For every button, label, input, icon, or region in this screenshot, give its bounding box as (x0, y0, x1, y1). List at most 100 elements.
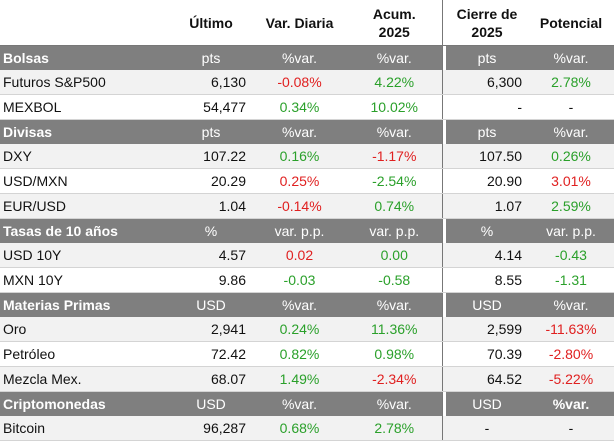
cell-potencial: 0.26% (528, 144, 614, 169)
cell-acum: 11.36% (347, 317, 442, 342)
cell-cierre: - (446, 94, 528, 120)
cell-var-diaria: -0.03 (252, 267, 347, 293)
cell-var-diaria: 0.34% (252, 94, 347, 120)
cell-ultimo: 9.86 (170, 267, 252, 293)
header-acum: Acum. 2025 (347, 0, 442, 46)
cell-potencial: - (528, 416, 614, 441)
table-row: EUR/USD 1.04 -0.14% 0.74% 1.07 2.59% (0, 193, 614, 219)
cell-ultimo: 54,477 (170, 94, 252, 120)
row-name: EUR/USD (0, 193, 170, 219)
section-materias-primas: Materias Primas USD %var. %var. USD %var… (0, 292, 614, 317)
unit-var-diaria: %var. (252, 119, 347, 144)
cell-var-diaria: 0.25% (252, 168, 347, 194)
header-cierre-line1: Cierre de (456, 5, 518, 22)
cell-potencial: -5.22% (528, 366, 614, 392)
cell-cierre: 107.50 (446, 144, 528, 169)
cell-acum: -2.54% (347, 168, 442, 194)
unit-potencial: %var. (528, 45, 614, 70)
section-label: Criptomonedas (0, 391, 170, 416)
unit-cierre: pts (446, 45, 528, 70)
header-acum-line2: 2025 (378, 23, 410, 40)
row-name: Mezcla Mex. (0, 366, 170, 392)
cell-ultimo: 6,130 (170, 70, 252, 95)
cell-potencial: 2.78% (528, 70, 614, 95)
header-var-diaria: Var. Diaria (252, 0, 347, 46)
section-divisas: Divisas pts %var. %var. pts %var. (0, 119, 614, 144)
row-name: Oro (0, 317, 170, 342)
unit-var-diaria: %var. (252, 292, 347, 317)
cell-var-diaria: 0.68% (252, 416, 347, 441)
unit-potencial: %var. (528, 391, 614, 416)
cell-potencial: 3.01% (528, 168, 614, 194)
header-potencial: Potencial (528, 0, 614, 46)
cell-acum: -0.58 (347, 267, 442, 293)
table-row: Bitcoin 96,287 0.68% 2.78% - - (0, 416, 614, 441)
cell-acum: 0.98% (347, 341, 442, 367)
cell-cierre: 4.14 (446, 243, 528, 268)
row-name: Petróleo (0, 341, 170, 367)
table-row: Petróleo 72.42 0.82% 0.98% 70.39 -2.80% (0, 341, 614, 367)
row-name: USD/MXN (0, 168, 170, 194)
section-criptomonedas: Criptomonedas USD %var. %var. USD %var. (0, 391, 614, 416)
table-row: Futuros S&P500 6,130 -0.08% 4.22% 6,300 … (0, 70, 614, 95)
row-name: MEXBOL (0, 94, 170, 120)
section-label: Divisas (0, 119, 170, 144)
row-name: DXY (0, 144, 170, 169)
section-label: Materias Primas (0, 292, 170, 317)
cell-acum: 4.22% (347, 70, 442, 95)
cell-cierre: 8.55 (446, 267, 528, 293)
row-name: Futuros S&P500 (0, 70, 170, 95)
cell-potencial: -1.31 (528, 267, 614, 293)
cell-potencial: -0.43 (528, 243, 614, 268)
cell-cierre: 6,300 (446, 70, 528, 95)
cell-ultimo: 72.42 (170, 341, 252, 367)
section-label: Tasas de 10 años (0, 218, 170, 243)
unit-potencial: %var. (528, 292, 614, 317)
header-row: Último Var. Diaria Acum. 2025 Cierre de 20… (0, 0, 614, 46)
cell-ultimo: 107.22 (170, 144, 252, 169)
cell-cierre: 1.07 (446, 193, 528, 219)
cell-var-diaria: -0.08% (252, 70, 347, 95)
cell-ultimo: 20.29 (170, 168, 252, 194)
header-blank (0, 0, 170, 46)
unit-acum: %var. (347, 119, 442, 144)
row-name: MXN 10Y (0, 267, 170, 293)
unit-acum: var. p.p. (347, 218, 442, 243)
section-tasas: Tasas de 10 años % var. p.p. var. p.p. %… (0, 218, 614, 243)
cell-acum: 0.00 (347, 243, 442, 268)
unit-ultimo: USD (170, 391, 252, 416)
cell-acum: 10.02% (347, 94, 442, 120)
unit-var-diaria: %var. (252, 45, 347, 70)
cell-ultimo: 96,287 (170, 416, 252, 441)
unit-var-diaria: %var. (252, 391, 347, 416)
table-row: USD 10Y 4.57 0.02 0.00 4.14 -0.43 (0, 243, 614, 268)
cell-var-diaria: 0.24% (252, 317, 347, 342)
cell-ultimo: 2,941 (170, 317, 252, 342)
unit-ultimo: pts (170, 119, 252, 144)
cell-var-diaria: -0.14% (252, 193, 347, 219)
section-label: Bolsas (0, 45, 170, 70)
cell-ultimo: 1.04 (170, 193, 252, 219)
unit-var-diaria: var. p.p. (252, 218, 347, 243)
cell-acum: 0.74% (347, 193, 442, 219)
cell-ultimo: 4.57 (170, 243, 252, 268)
cell-var-diaria: 0.02 (252, 243, 347, 268)
cell-cierre: 64.52 (446, 366, 528, 392)
cell-potencial: -2.80% (528, 341, 614, 367)
row-name: Bitcoin (0, 416, 170, 441)
cell-cierre: 20.90 (446, 168, 528, 194)
section-bolsas: Bolsas pts %var. %var. pts %var. (0, 45, 614, 70)
cell-potencial: - (528, 94, 614, 120)
table-row: USD/MXN 20.29 0.25% -2.54% 20.90 3.01% (0, 168, 614, 194)
unit-potencial: var. p.p. (528, 218, 614, 243)
header-cierre-line2: 2025 (471, 23, 503, 40)
unit-ultimo: USD (170, 292, 252, 317)
unit-ultimo: % (170, 218, 252, 243)
unit-cierre: pts (446, 119, 528, 144)
cell-ultimo: 68.07 (170, 366, 252, 392)
unit-cierre: USD (446, 292, 528, 317)
cell-var-diaria: 1.49% (252, 366, 347, 392)
table-row: MEXBOL 54,477 0.34% 10.02% - - (0, 94, 614, 120)
unit-acum: %var. (347, 45, 442, 70)
